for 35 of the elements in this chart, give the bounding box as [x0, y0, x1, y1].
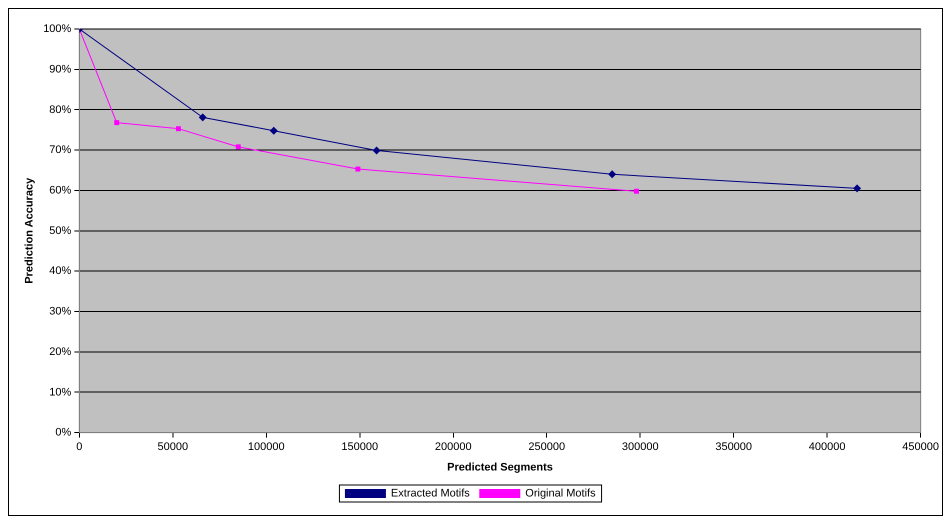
y-tick-label: 10%	[49, 386, 72, 398]
x-tick-label: 250000	[528, 441, 566, 454]
x-tick-label: 100000	[248, 441, 285, 454]
y-axis-title: Prediction Accuracy	[24, 176, 36, 284]
y-tick-label: 100%	[43, 23, 72, 36]
y-tick-label: 70%	[49, 144, 72, 156]
legend-label: Original Motifs	[525, 488, 596, 500]
x-tick-label: 400000	[808, 441, 846, 454]
point	[634, 188, 639, 194]
point	[198, 113, 207, 122]
point	[270, 126, 278, 135]
point	[176, 126, 181, 132]
point	[114, 120, 120, 126]
point	[608, 170, 616, 178]
y-tick-label: 50%	[49, 224, 72, 237]
x-tick-label: 450000	[902, 441, 940, 454]
point	[355, 166, 360, 172]
y-tick-label: 40%	[49, 265, 72, 278]
x-tick-label: 150000	[341, 441, 378, 454]
x-tick-label: 50000	[158, 441, 188, 454]
y-tick-label: 60%	[49, 184, 72, 196]
legend-label: Extracted Motifs	[390, 488, 470, 500]
point	[853, 184, 862, 192]
x-tick-label: 200000	[434, 441, 472, 454]
x-tick-label: 0	[76, 441, 82, 454]
y-tick-label: 20%	[49, 346, 72, 358]
x-tick-label: 350000	[715, 441, 752, 454]
y-tick-label: 30%	[49, 306, 72, 318]
point	[372, 146, 381, 154]
y-tick-label: 0%	[55, 426, 72, 439]
x-axis-title: Predicted Segments	[447, 461, 553, 474]
point	[236, 144, 241, 150]
y-tick-label: 80%	[49, 104, 72, 116]
y-tick-label: 90%	[49, 63, 72, 76]
x-tick-label: 300000	[622, 441, 659, 454]
